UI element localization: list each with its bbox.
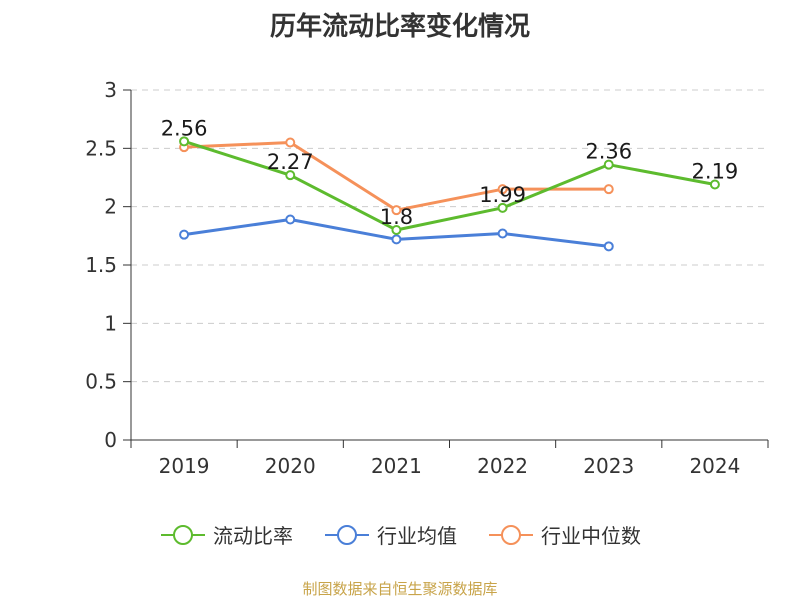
x-tick-label: 2023 — [583, 454, 634, 478]
y-tick-label: 0.5 — [85, 370, 117, 394]
data-label: 2.27 — [267, 150, 314, 174]
y-tick-label: 2 — [104, 195, 117, 219]
legend-item-current-ratio[interactable]: 流动比率 — [159, 520, 293, 549]
data-point — [603, 241, 614, 252]
data-label: 2.36 — [585, 140, 632, 164]
data-point — [285, 170, 296, 181]
x-tick-label: 2020 — [265, 454, 316, 478]
x-tick-label: 2022 — [477, 454, 528, 478]
y-tick-label: 1.5 — [85, 253, 117, 277]
data-source-note: 制图数据来自恒生聚源数据库 — [302, 580, 498, 598]
data-label: 1.8 — [380, 205, 413, 229]
data-point — [709, 179, 720, 190]
data-point — [391, 234, 402, 245]
y-tick-label: 0 — [104, 428, 117, 452]
legend-item-industry-mean[interactable]: 行业均值 — [323, 520, 457, 549]
legend-label-current-ratio: 流动比率 — [213, 524, 293, 548]
data-label: 2.56 — [161, 116, 208, 140]
data-label: 2.19 — [692, 160, 739, 184]
series-line — [183, 139, 716, 232]
y-tick-label: 1 — [104, 311, 117, 335]
data-point — [497, 184, 508, 195]
data-point — [179, 229, 190, 240]
data-point — [391, 205, 402, 216]
legend-marker-current-ratio — [161, 524, 205, 545]
data-label: 1.99 — [479, 183, 526, 207]
series-line — [184, 141, 609, 212]
legend-label-industry-mean: 行业均值 — [377, 524, 457, 548]
data-point — [391, 225, 402, 235]
y-tick-label: 3 — [104, 78, 117, 102]
data-point — [497, 202, 508, 213]
data-point — [603, 159, 614, 170]
data-point — [497, 228, 508, 239]
legend-marker-industry-median — [489, 524, 533, 545]
data-point — [285, 137, 296, 148]
data-point — [179, 136, 190, 147]
x-tick-label: 2021 — [371, 454, 422, 478]
legend-marker-industry-mean — [325, 524, 369, 545]
legend-label-industry-median: 行业中位数 — [541, 524, 641, 548]
legend: 流动比率 行业均值 行业中位数 — [0, 520, 800, 549]
x-tick-label: 2024 — [689, 454, 740, 478]
legend-item-industry-median[interactable]: 行业中位数 — [487, 520, 641, 549]
chart-title: 历年流动比率变化情况 — [269, 12, 530, 42]
data-point — [603, 184, 614, 195]
y-tick-label: 2.5 — [85, 136, 117, 160]
x-tick-label: 2019 — [159, 454, 210, 478]
data-point — [285, 214, 296, 225]
